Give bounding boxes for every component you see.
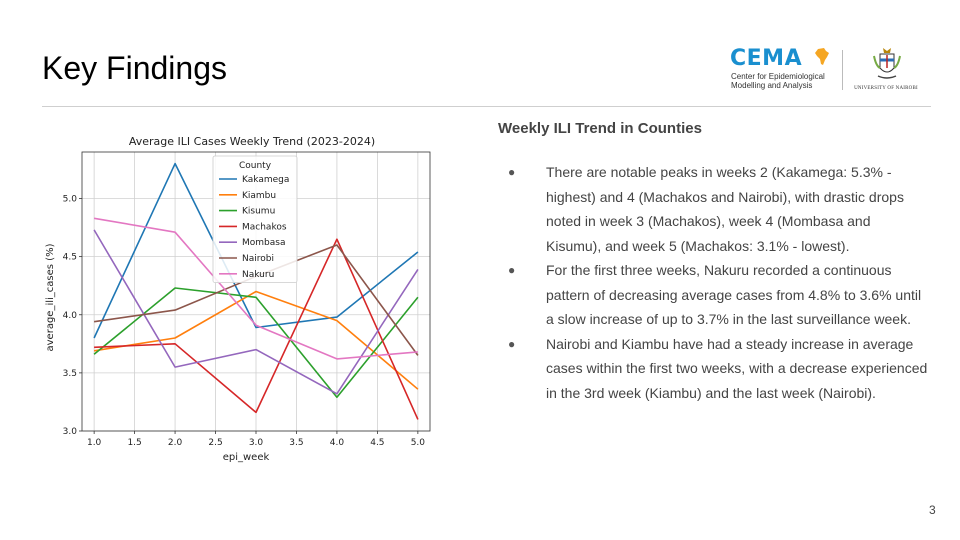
cema-logo-line2: Modelling and Analysis: [731, 81, 813, 90]
bullet-icon: ●: [508, 165, 516, 179]
chart-title: Average ILI Cases Weekly Trend (2023-202…: [129, 135, 375, 148]
cema-logo-wordmark: CEMA: [730, 46, 803, 71]
y-tick-label: 3.5: [63, 369, 77, 379]
legend-label-kiambu: Kiambu: [242, 191, 276, 201]
series-line-kisumu: [93, 287, 419, 399]
cema-logo-line1: Center for Epidemiological: [731, 72, 825, 81]
crest-icon: [873, 48, 901, 79]
y-tick-label: 4.0: [63, 311, 78, 321]
legend-title: County: [239, 161, 272, 171]
x-tick-label: 4.0: [330, 438, 345, 448]
legend-label-kisumu: Kisumu: [242, 207, 275, 217]
legend-box: [212, 155, 298, 283]
y-tick-label: 4.5: [63, 253, 77, 263]
africa-icon: [815, 48, 829, 65]
ili-line-chart: 1.0 1.5 2.0 2.5 3.0 3.5 4.0 4.5 5.0 3.0 3.5 4.0 4.5 5…: [45, 135, 431, 463]
findings-list: ● There are notable peaks in weeks 2 (Kak…: [508, 160, 928, 405]
x-tick-label: 2.0: [168, 438, 183, 448]
series-line-mombasa: [93, 229, 419, 395]
series-line-machakos: [94, 238, 419, 420]
uon-logo: UNIVERSITY OF NAIROBI: [850, 46, 922, 96]
finding-item: ● Nairobi and Kiambu have had a steady in…: [508, 332, 928, 406]
finding-text: For the first three weeks, Nakuru record…: [546, 262, 922, 327]
page-title: Key Findings: [42, 50, 227, 86]
y-tick-label: 5.0: [63, 195, 78, 205]
series-line-kiambu: [93, 290, 419, 390]
x-tick-label: 3.0: [249, 438, 264, 448]
x-axis-label: epi_week: [223, 452, 270, 463]
legend-label-mombasa: Mombasa: [242, 238, 285, 248]
x-tick-label: 1.0: [87, 438, 102, 448]
x-tick-label: 3.5: [289, 438, 303, 448]
legend-label-machakos: Machakos: [242, 222, 287, 232]
x-tick-label: 4.5: [370, 438, 384, 448]
x-tick-label: 5.0: [411, 438, 426, 448]
logo-divider: [842, 50, 843, 90]
legend-label-nakuru: Nakuru: [242, 270, 274, 280]
page-number: 3: [929, 503, 936, 517]
series-line-nakuru: [93, 217, 418, 360]
legend-label-nairobi: Nairobi: [242, 254, 274, 264]
bullet-icon: ●: [508, 336, 516, 351]
x-tick-label: 1.5: [127, 438, 141, 448]
x-tick-label: 2.5: [208, 438, 222, 448]
title-divider: [42, 106, 931, 107]
finding-item: ● For the first three weeks, Nakuru recor…: [508, 258, 928, 332]
uon-logo-text: UNIVERSITY OF NAIROBI: [854, 86, 918, 91]
y-tick-label: 3.0: [63, 427, 78, 437]
legend-label-kakamega: Kakamega: [242, 175, 289, 185]
y-axis-label: average_ili_cases (%): [45, 243, 56, 351]
series-line-kakamega: [93, 162, 419, 339]
bullet-icon: ●: [508, 263, 516, 277]
cema-logo: CEMA Center for Epidemiological Modellin…: [730, 46, 840, 92]
finding-item: ● There are notable peaks in weeks 2 (Kak…: [508, 160, 928, 258]
finding-text: Nairobi and Kiambu have had a steady inc…: [546, 335, 928, 401]
section-subtitle: Weekly ILI Trend in Counties: [498, 120, 702, 137]
finding-text: There are notable peaks in weeks 2 (Kaka…: [546, 164, 904, 254]
